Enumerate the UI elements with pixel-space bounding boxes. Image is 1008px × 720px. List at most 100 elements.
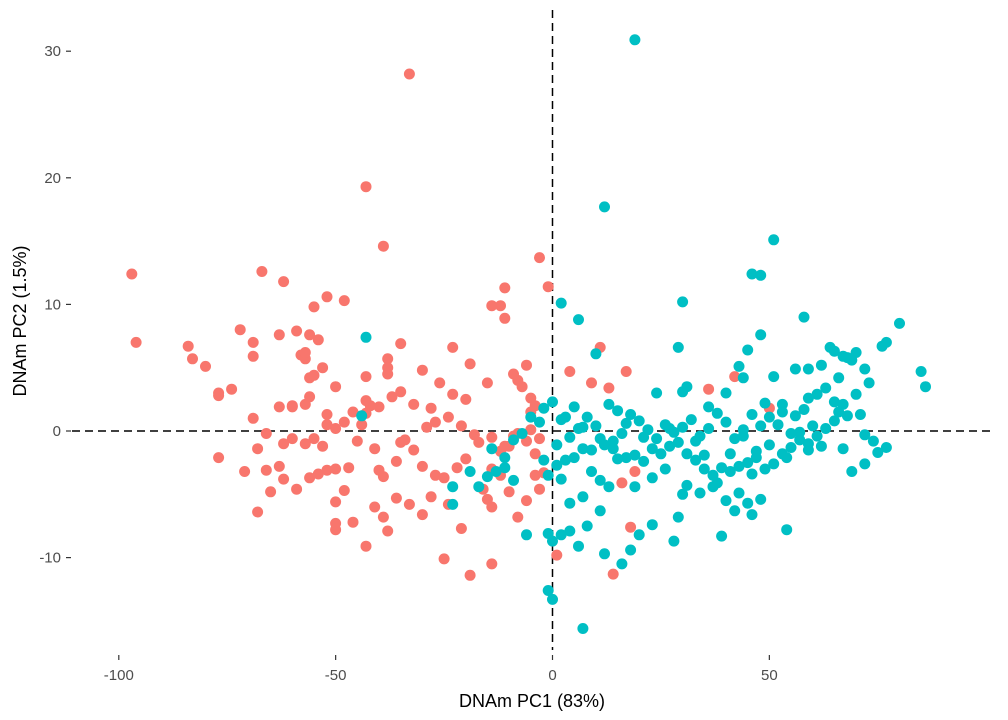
data-point-s1-128 — [486, 431, 498, 443]
x-tick-label-0: -100 — [104, 667, 134, 684]
data-point-s2-74 — [564, 525, 576, 537]
data-point-s2-64 — [672, 511, 684, 523]
data-point-s2-148 — [516, 428, 528, 439]
data-point-s1-61 — [421, 421, 433, 433]
data-point-s1-5 — [256, 266, 268, 277]
data-point-s2-181 — [750, 445, 762, 457]
data-point-s2-176 — [789, 410, 801, 422]
data-point-s1-79 — [278, 438, 290, 450]
data-point-s2-100 — [681, 448, 693, 460]
data-point-s2-20 — [733, 360, 745, 372]
data-point-s1-80 — [273, 460, 285, 472]
data-point-s2-55 — [846, 466, 858, 477]
data-point-s1-146 — [460, 453, 472, 465]
data-point-s1-100 — [369, 501, 381, 513]
data-point-s2-156 — [447, 498, 459, 510]
data-point-s1-45 — [481, 377, 493, 389]
data-point-s2-84 — [551, 459, 563, 471]
data-point-s2-4 — [755, 269, 767, 281]
data-point-s2-109 — [759, 463, 771, 475]
data-point-s2-126 — [703, 423, 715, 434]
data-point-s2-191 — [612, 405, 624, 417]
data-point-s2-121 — [746, 409, 758, 420]
data-point-s2-88 — [586, 466, 597, 477]
data-point-s2-187 — [646, 443, 658, 455]
data-point-s1-116 — [503, 486, 515, 498]
data-point-s2-163 — [551, 439, 563, 451]
data-point-s2-190 — [620, 417, 632, 429]
data-point-s2-89 — [594, 474, 606, 486]
data-point-s1-134 — [408, 444, 420, 456]
data-point-s2-159 — [499, 462, 511, 474]
data-point-s2-59 — [729, 505, 741, 517]
data-point-s2-146 — [534, 416, 545, 428]
data-point-s2-178 — [776, 406, 788, 418]
data-point-s1-19 — [273, 329, 285, 341]
data-point-s1-85 — [239, 466, 251, 477]
data-point-s2-36 — [894, 317, 905, 329]
data-point-s2-92 — [612, 453, 624, 465]
data-point-s2-125 — [711, 407, 723, 419]
data-point-s1-58 — [486, 300, 498, 312]
data-point-s1-156 — [616, 477, 628, 489]
data-point-s1-92 — [312, 468, 324, 480]
data-point-s2-95 — [638, 455, 650, 467]
data-point-s1-38 — [382, 368, 394, 380]
data-point-s1-43 — [447, 341, 459, 353]
data-point-s2-168 — [733, 487, 745, 499]
data-point-s1-88 — [265, 486, 277, 498]
data-point-s2-106 — [733, 460, 745, 472]
data-point-s2-87 — [577, 443, 589, 455]
data-point-s1-24 — [299, 347, 311, 358]
data-point-s2-124 — [720, 416, 732, 428]
data-point-s1-142 — [499, 440, 511, 452]
data-point-s1-60 — [425, 402, 437, 414]
data-point-s2-115 — [811, 430, 823, 442]
data-point-s1-76 — [308, 433, 320, 445]
data-point-s2-44 — [828, 396, 840, 408]
data-point-s2-197 — [560, 411, 571, 423]
data-point-s2-83 — [555, 473, 567, 485]
data-point-s1-155 — [603, 382, 615, 394]
data-point-s2-184 — [698, 449, 710, 461]
data-point-s2-110 — [768, 458, 780, 470]
y-tick-label-0: 30 — [44, 43, 61, 60]
data-point-s1-72 — [330, 423, 342, 434]
data-point-s2-27 — [828, 345, 840, 357]
data-point-s1-29 — [330, 381, 342, 393]
data-point-s1-77 — [299, 438, 311, 450]
data-point-s2-112 — [785, 442, 797, 453]
data-point-s1-75 — [317, 440, 329, 452]
data-point-s1-91 — [304, 472, 316, 484]
data-point-s1-57 — [499, 312, 511, 324]
data-point-s1-111 — [438, 553, 450, 565]
data-point-s1-0 — [403, 68, 415, 80]
data-point-s2-105 — [724, 466, 736, 477]
data-point-s2-182 — [737, 430, 749, 442]
data-point-s2-189 — [629, 449, 641, 461]
data-point-s2-79 — [547, 593, 558, 605]
data-point-s1-84 — [247, 412, 259, 424]
data-point-s2-149 — [508, 434, 519, 446]
data-point-s2-99 — [672, 436, 684, 448]
data-point-s1-20 — [291, 325, 303, 337]
data-point-s1-59 — [464, 358, 476, 370]
data-point-s2-117 — [828, 415, 840, 427]
data-point-s1-3 — [126, 268, 138, 280]
data-point-s1-122 — [529, 448, 541, 460]
data-point-s2-19 — [720, 387, 732, 399]
data-point-s2-73 — [573, 540, 584, 552]
data-point-s1-9 — [338, 295, 350, 307]
x-tick-label-1: -50 — [325, 667, 347, 684]
data-point-s2-192 — [603, 398, 615, 410]
data-point-s2-196 — [568, 401, 580, 413]
data-point-s2-41 — [811, 388, 823, 400]
data-point-s2-97 — [655, 448, 667, 460]
data-point-s2-56 — [781, 524, 793, 536]
data-point-s1-149 — [395, 436, 407, 448]
data-point-s2-80 — [577, 623, 589, 634]
data-point-s1-27 — [317, 362, 329, 374]
data-point-s1-108 — [438, 472, 450, 484]
data-point-s1-35 — [360, 371, 372, 383]
